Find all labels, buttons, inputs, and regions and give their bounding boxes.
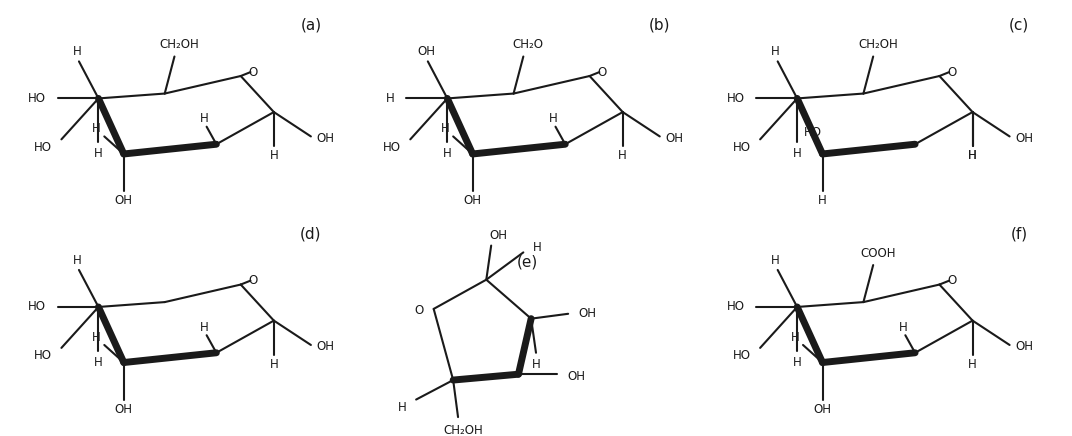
Text: CH₂OH: CH₂OH [443,424,482,436]
Text: HO: HO [732,349,750,362]
Text: H: H [818,194,827,207]
Text: H: H [793,356,802,369]
Text: (a): (a) [300,18,322,33]
Text: H: H [94,147,103,160]
Text: H: H [92,330,101,344]
Text: OH: OH [489,229,507,242]
Text: OH: OH [666,132,684,145]
Text: (f): (f) [1011,226,1028,242]
Text: H: H [94,356,103,369]
Text: H: H [968,150,977,163]
Text: H: H [269,358,279,371]
Text: OH: OH [115,194,133,207]
Text: O: O [598,65,607,78]
Text: H: H [532,358,540,371]
Text: H: H [269,150,279,163]
Text: HO: HO [33,141,51,153]
Text: HO: HO [33,349,51,362]
Text: OH: OH [316,341,334,354]
Text: OH: OH [578,307,596,320]
Text: H: H [200,112,209,126]
Text: CH₂OH: CH₂OH [160,38,199,51]
Text: HO: HO [383,141,401,153]
Text: (e): (e) [517,255,538,269]
Text: H: H [772,45,780,58]
Text: OH: OH [316,132,334,145]
Text: H: H [386,92,394,105]
Text: HO: HO [727,300,745,313]
Text: OH: OH [1015,132,1033,145]
Text: HO: HO [732,141,750,153]
Text: COOH: COOH [861,247,896,260]
Text: (d): (d) [300,226,322,242]
Text: (b): (b) [649,18,670,33]
Text: CH₂OH: CH₂OH [859,38,898,51]
Text: OH: OH [417,45,435,58]
Text: OH: OH [814,403,832,416]
Text: OH: OH [115,403,133,416]
Text: O: O [249,274,258,287]
Text: HO: HO [28,300,46,313]
Text: H: H [73,45,81,58]
Text: H: H [899,321,908,334]
Text: (c): (c) [1009,18,1029,33]
Text: H: H [441,122,450,135]
Text: H: H [793,147,802,160]
Text: O: O [249,65,258,78]
Text: H: H [968,358,977,371]
Text: O: O [948,274,956,287]
Text: CH₂O: CH₂O [512,38,544,51]
Text: O: O [415,304,423,317]
Text: H: H [968,150,977,163]
Text: H: H [772,254,780,267]
Text: OH: OH [464,194,481,207]
Text: H: H [73,254,81,267]
Text: H: H [549,112,557,126]
Text: H: H [200,321,209,334]
Text: H: H [791,330,800,344]
Text: H: H [533,241,541,254]
Text: O: O [948,65,956,78]
Text: HO: HO [28,92,46,105]
Text: H: H [619,150,627,163]
Text: HO: HO [804,126,822,139]
Text: HO: HO [727,92,745,105]
Text: OH: OH [1015,341,1033,354]
Text: H: H [443,147,451,160]
Text: OH: OH [567,370,585,383]
Text: H: H [398,401,406,414]
Text: H: H [92,122,101,135]
